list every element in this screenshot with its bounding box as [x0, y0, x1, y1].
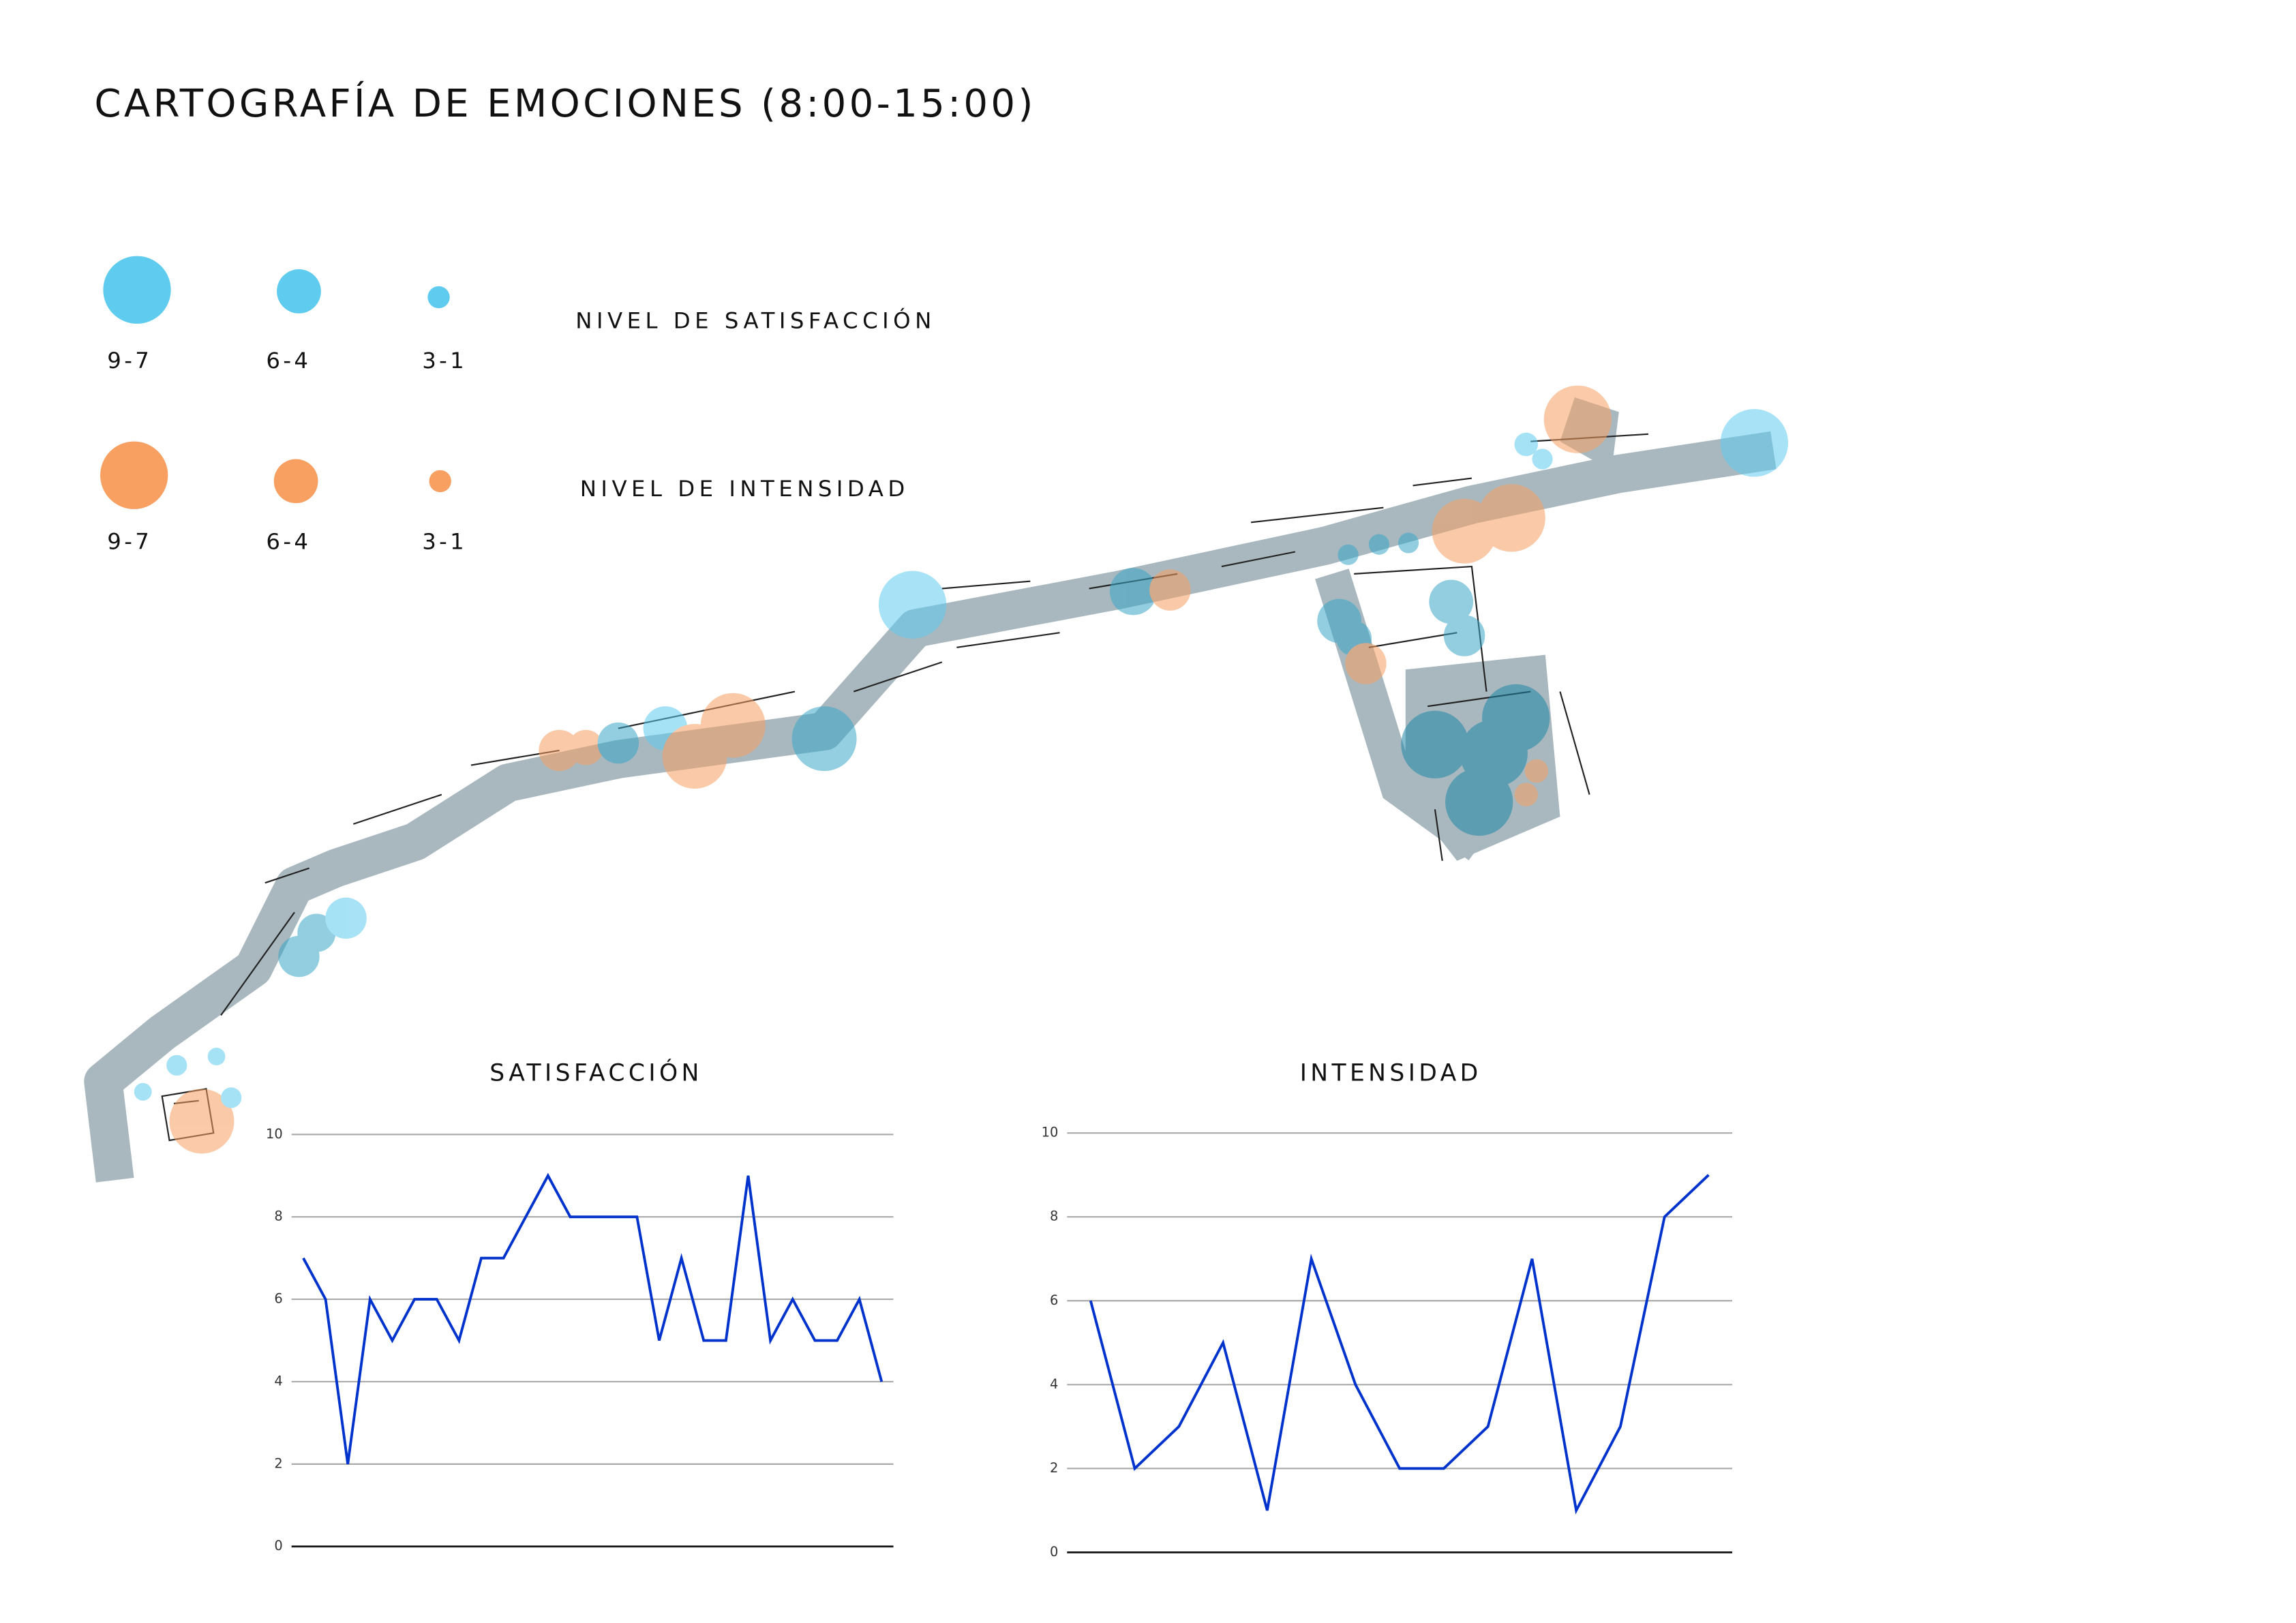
y-tick-label: 2 — [274, 1455, 282, 1471]
y-tick-label: 8 — [1050, 1209, 1058, 1224]
legend-label: NIVEL DE INTENSIDAD — [580, 476, 909, 502]
chart-title: SATISFACCIÓN — [489, 1059, 702, 1087]
legend-swatch — [103, 256, 171, 324]
y-tick-label: 4 — [274, 1373, 282, 1389]
y-tick-label: 2 — [1050, 1460, 1058, 1476]
data-line — [1089, 1174, 1710, 1515]
legend-swatch — [100, 441, 168, 509]
legend: 9-7 6-4 3-1 NIVEL DE SATISFACCIÓN 9-7 6-… — [100, 256, 936, 555]
y-tick-label: 8 — [274, 1209, 282, 1224]
data-line — [302, 1172, 883, 1465]
y-tick-label: 4 — [1050, 1376, 1058, 1392]
legend-range: 9-7 — [107, 348, 152, 374]
legend-range: 3-1 — [422, 529, 467, 555]
y-tick-label: 6 — [274, 1291, 282, 1307]
y-tick-label: 6 — [1050, 1292, 1058, 1308]
y-tick-label: 0 — [274, 1538, 282, 1553]
street — [84, 431, 1777, 1183]
y-tick-label: 0 — [1050, 1544, 1058, 1560]
y-tick-label: 10 — [266, 1126, 283, 1142]
map — [84, 385, 1789, 1183]
page-title: CARTOGRAFÍA DE EMOCIONES (8:00-15:00) — [94, 80, 1036, 126]
legend-label: NIVEL DE SATISFACCIÓN — [575, 307, 936, 334]
y-tick-label: 10 — [1042, 1125, 1059, 1140]
legend-range: 9-7 — [107, 529, 152, 555]
legend-range: 6-4 — [266, 348, 311, 374]
legend-swatch — [277, 269, 321, 314]
map-markers — [134, 385, 1789, 1154]
legend-swatch — [427, 286, 450, 309]
legend-swatch — [273, 459, 318, 504]
chart-title: INTENSIDAD — [1300, 1059, 1482, 1087]
legend-swatch — [429, 470, 451, 493]
legend-range: 6-4 — [266, 529, 311, 555]
legend-range: 3-1 — [422, 348, 467, 374]
